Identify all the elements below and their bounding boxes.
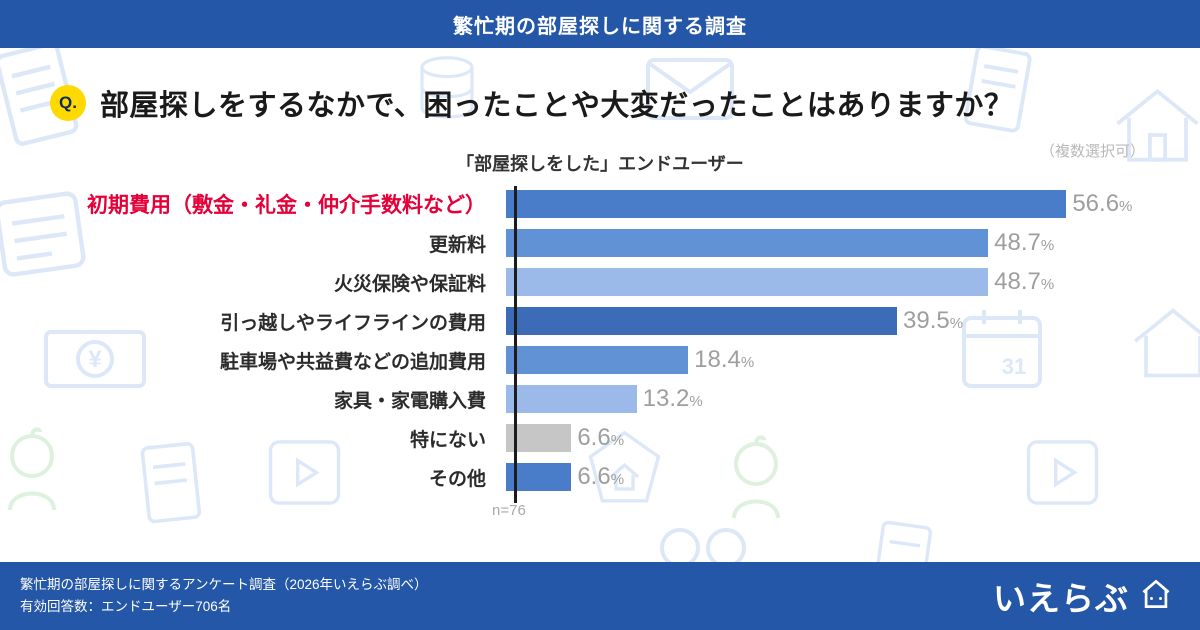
chart-row: 初期費用（敷金・礼金・仲介手数料など） 56.6%: [0, 190, 1200, 218]
question-badge: Q.: [50, 85, 86, 121]
question-text: 部屋探しをするなかで、困ったことや大変だったことはありますか？: [100, 90, 1014, 122]
bar: [506, 346, 689, 374]
chart-subtitle: 「部屋探しをした」エンドユーザー: [456, 154, 744, 174]
chart-axis-line: [514, 186, 517, 503]
bar-category-label: その他: [428, 468, 486, 490]
chart-row: 駐車場や共益費などの追加費用 18.4%: [0, 346, 1200, 374]
ielove-logo: いえらぶ: [993, 572, 1174, 620]
multi-select-note: （複数選択可）: [1039, 143, 1145, 160]
chart-row: 引っ越しやライフラインの費用 39.5%: [0, 307, 1200, 335]
header-bar: 繁忙期の部屋探しに関する調査: [0, 0, 1200, 48]
bar: [506, 190, 1067, 218]
bar-area: 48.7%: [500, 268, 1200, 296]
bar-area: 18.4%: [500, 346, 1200, 374]
ielove-mascot-icon: [1138, 576, 1174, 617]
chart-row: 家具・家電購入費 13.2%: [0, 385, 1200, 413]
chart-row: 火災保険や保証料 48.7%: [0, 268, 1200, 296]
chart-row: その他 6.6%: [0, 463, 1200, 491]
bar-chart: 初期費用（敷金・礼金・仲介手数料など） 56.6% 更新料 48.7% 火災保険…: [0, 186, 1200, 519]
sample-size-note: n=76: [492, 502, 526, 519]
bar-value-label: 48.7%: [994, 268, 1055, 295]
bar-category-label: 特にない: [409, 429, 486, 451]
bar: [506, 229, 989, 257]
page-title: 繁忙期の部屋探しに関する調査: [453, 15, 747, 38]
bar: [506, 268, 989, 296]
bar-area: 6.6%: [500, 463, 1200, 491]
main-area: ¥ 31 Q.: [0, 48, 1200, 562]
bar-area: 39.5%: [500, 307, 1200, 335]
bar: [506, 307, 898, 335]
bar-value-label: 18.4%: [694, 346, 755, 373]
bar-area: 56.6%: [500, 190, 1200, 218]
bar-category-label: 火災保険や保証料: [333, 273, 486, 295]
bar-area: 48.7%: [500, 229, 1200, 257]
bar-value-label: 39.5%: [903, 307, 964, 334]
bar-value-label: 13.2%: [642, 385, 703, 412]
bar-area: 13.2%: [500, 385, 1200, 413]
footer-bar: 繁忙期の部屋探しに関するアンケート調査（2026年いえらぶ調べ） 有効回答数：エ…: [0, 562, 1200, 630]
source-line-2: 有効回答数：エンドユーザー706名: [20, 599, 232, 614]
bar-area: 6.6%: [500, 424, 1200, 452]
bar-category-label: 引っ越しやライフラインの費用: [220, 312, 486, 334]
ielove-logo-text: いえらぶ: [993, 580, 1129, 617]
watermark-document-icon: [854, 512, 950, 562]
chart-row: 特にない 6.6%: [0, 424, 1200, 452]
bar: [506, 385, 637, 413]
source-note: 繁忙期の部屋探しに関するアンケート調査（2026年いえらぶ調べ） 有効回答数：エ…: [20, 574, 428, 619]
chart-row: 更新料 48.7%: [0, 229, 1200, 257]
bar-category-label: 初期費用（敷金・礼金・仲介手数料など）: [87, 194, 486, 217]
source-line-1: 繁忙期の部屋探しに関するアンケート調査（2026年いえらぶ調べ）: [20, 576, 428, 592]
bar-category-label: 家具・家電購入費: [333, 390, 486, 412]
question-row: Q. 部屋探しをするなかで、困ったことや大変だったことはありますか？: [50, 82, 1160, 124]
chart-rows: 初期費用（敷金・礼金・仲介手数料など） 56.6% 更新料 48.7% 火災保険…: [0, 186, 1200, 503]
bar-category-label: 駐車場や共益費などの追加費用: [219, 351, 486, 373]
bar-value-label: 48.7%: [994, 229, 1055, 256]
bar-value-label: 56.6%: [1072, 190, 1133, 217]
bar-value-label: 6.6%: [577, 463, 625, 490]
bar-value-label: 6.6%: [577, 424, 625, 451]
bar-category-label: 更新料: [428, 234, 486, 256]
watermark-infinity-icon: [648, 518, 758, 562]
